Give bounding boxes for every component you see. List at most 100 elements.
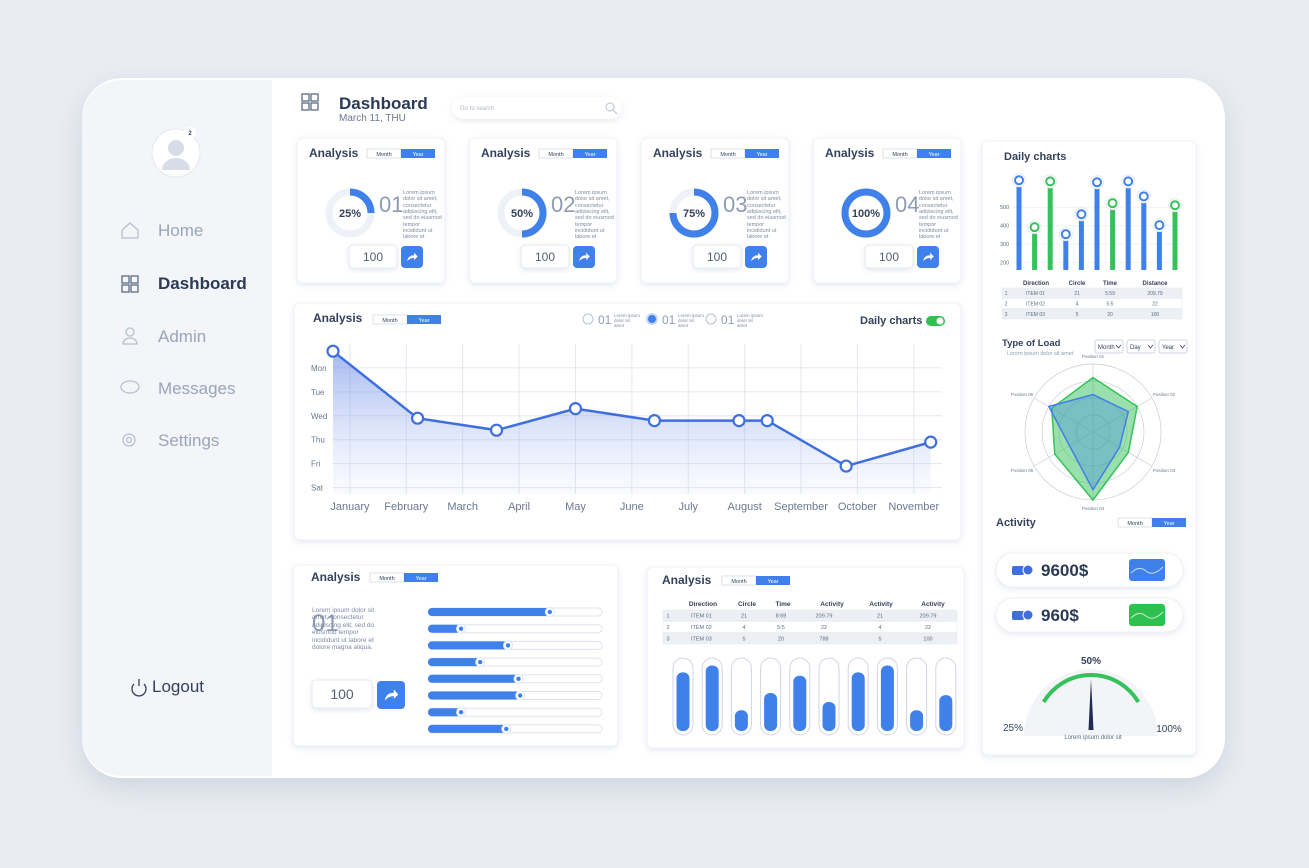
slider-knob-dot: [478, 659, 483, 665]
menu-item[interactable]: Messages: [158, 379, 235, 398]
toggle-label[interactable]: Month: [892, 152, 907, 158]
donut-label: 75%: [683, 208, 705, 220]
paragraph: Lorem ipsum dolor sit amet: [678, 313, 704, 329]
input-value[interactable]: 100: [707, 250, 727, 264]
input-box[interactable]: [692, 244, 742, 269]
toggle-year[interactable]: [407, 315, 441, 324]
dropdown-caret: [1147, 344, 1154, 349]
avatar-body: [162, 158, 190, 170]
table-row: [662, 621, 958, 633]
toggle-label[interactable]: Year: [418, 318, 429, 324]
x-tick-label: September: [774, 501, 828, 513]
toggle-label[interactable]: Year: [584, 152, 595, 158]
menu-item[interactable]: Dashboard: [158, 274, 247, 293]
table-cell: 5:5: [777, 625, 785, 631]
menu-item[interactable]: Admin: [158, 327, 206, 346]
toggle-year[interactable]: [404, 573, 438, 582]
toggle-label[interactable]: Year: [767, 579, 778, 585]
bar-cap-ring: [1060, 229, 1071, 240]
toggle-label[interactable]: Year: [412, 152, 423, 158]
point: [732, 413, 746, 428]
table-row: [1001, 308, 1183, 320]
input-box[interactable]: [348, 244, 398, 269]
slider-fill: [428, 708, 462, 717]
table-cell: 209.79: [816, 614, 833, 620]
legend-radio[interactable]: [705, 313, 717, 325]
bar-cap-ring: [1107, 198, 1118, 209]
table-row: [1001, 298, 1183, 309]
toggle-label[interactable]: Year: [415, 576, 426, 582]
toggle-label[interactable]: Year: [756, 152, 767, 158]
table-cell: 3: [666, 637, 669, 643]
toggle-label[interactable]: Month: [376, 152, 391, 158]
table-header: Activity: [921, 601, 945, 608]
toggle-label[interactable]: Month: [731, 579, 746, 585]
toggle-year[interactable]: [401, 149, 435, 158]
toggle-year[interactable]: [1152, 518, 1186, 527]
toggle-label[interactable]: Month: [720, 152, 735, 158]
y-tick-label: 300: [1000, 242, 1009, 248]
dropdown-caret: [1179, 344, 1186, 349]
capsule-fill: [939, 695, 953, 731]
input-box[interactable]: [311, 679, 373, 709]
x-tick-label: June: [620, 501, 644, 513]
chart-title: Analysis: [313, 311, 363, 325]
y-tick-label: Wed: [311, 412, 327, 421]
menu-item[interactable]: Home: [158, 221, 203, 240]
radar-area: [1047, 393, 1130, 492]
toggle-year[interactable]: [917, 149, 951, 158]
sidebar: [82, 80, 272, 776]
dropdown[interactable]: [1126, 339, 1156, 354]
table-header: Direction: [689, 601, 717, 608]
toggle-label[interactable]: Month: [379, 576, 394, 582]
grid-icon: [310, 93, 319, 102]
table-cell: ITEM 02: [1026, 302, 1045, 308]
toggle-label[interactable]: Year: [1163, 521, 1174, 527]
capsule-fill: [734, 710, 748, 731]
radar-axis-label: Position 06: [1011, 392, 1034, 397]
logout[interactable]: Logout: [152, 677, 204, 696]
legend-radio[interactable]: [582, 313, 594, 325]
toggle-year[interactable]: [573, 149, 607, 158]
messages-icon: [120, 380, 140, 394]
table-cell: 20: [778, 637, 784, 643]
settings-icon: [125, 436, 133, 444]
search-box[interactable]: [452, 97, 622, 119]
input-box[interactable]: [520, 244, 570, 269]
search-icon: [612, 109, 618, 115]
card-number: 03: [723, 192, 747, 217]
avatar-head: [168, 140, 184, 156]
input-value[interactable]: 100: [535, 250, 555, 264]
table-cell: ITEM 01: [1026, 291, 1045, 297]
slider-knob-dot: [505, 643, 511, 648]
input-box[interactable]: [864, 244, 914, 269]
dropdown-label[interactable]: Day: [1130, 345, 1141, 351]
x-tick-label: October: [838, 501, 877, 513]
dropdown[interactable]: [1158, 339, 1188, 354]
radar-axis-label: Position 04: [1082, 506, 1105, 511]
legend-radio[interactable]: [646, 313, 658, 325]
toggle-label[interactable]: Year: [928, 152, 939, 158]
input-value[interactable]: 100: [363, 250, 383, 264]
table-cell: 21: [1074, 291, 1080, 297]
radar-axis-label: Position 01: [1082, 354, 1105, 359]
dropdown[interactable]: [1094, 339, 1124, 354]
table-row: [1001, 287, 1183, 299]
toggle-label[interactable]: Month: [382, 318, 397, 324]
toggle-label[interactable]: Month: [1127, 521, 1142, 527]
dropdown-label[interactable]: Year: [1162, 345, 1174, 351]
toggle-label[interactable]: Month: [548, 152, 563, 158]
capsule-fill: [764, 693, 778, 731]
table-cell: 3: [1005, 312, 1008, 318]
bar-cap-ring: [1076, 209, 1087, 220]
menu-item[interactable]: Settings: [158, 431, 219, 450]
dropdown-label[interactable]: Month: [1098, 345, 1115, 351]
search-placeholder[interactable]: Go to search: [460, 106, 494, 112]
toggle-year[interactable]: [756, 576, 790, 585]
text-block: Lorem ipsum dolor sit amet: [678, 313, 704, 329]
toggle-year[interactable]: [745, 149, 779, 158]
input-value[interactable]: 100: [330, 686, 354, 702]
input-value[interactable]: 100: [879, 250, 899, 264]
slider-fill: [428, 624, 462, 633]
